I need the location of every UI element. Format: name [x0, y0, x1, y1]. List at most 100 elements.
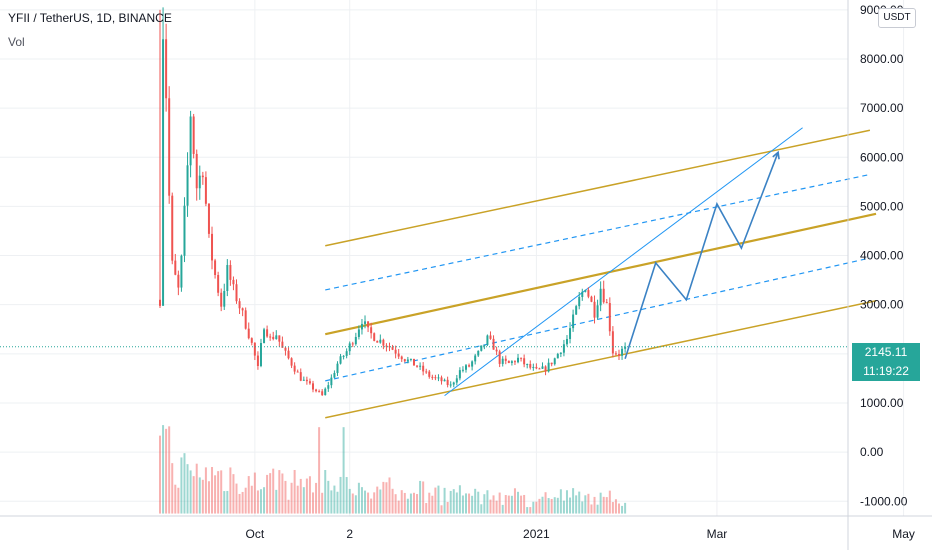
candle-body-24: [232, 279, 235, 285]
drawn-lines: [325, 127, 877, 419]
volume-bar-146: [605, 497, 608, 514]
candle-body-150: [618, 354, 620, 356]
volume-bar-43: [290, 482, 293, 514]
candle-body-152: [624, 346, 627, 349]
candle-body-117: [517, 357, 520, 363]
candle-body-42: [287, 350, 290, 359]
volume-bar-82: [409, 493, 412, 514]
candle-body-94: [446, 379, 449, 385]
volume-bar-84: [416, 494, 419, 514]
volume-bar-102: [471, 495, 474, 514]
volume-bar-76: [391, 488, 394, 514]
volume-bar-128: [550, 498, 553, 514]
candle-body-134: [569, 328, 572, 339]
volume-bar-144: [599, 492, 602, 514]
candle-body-99: [461, 369, 464, 371]
projection-path: [624, 152, 779, 359]
candle-body-53: [321, 391, 324, 396]
volume-bar-50: [312, 492, 314, 514]
candle-body-106: [483, 344, 486, 346]
candle-body-52: [318, 391, 321, 393]
volume-indicator-label[interactable]: Vol: [8, 35, 25, 49]
candle-body-45: [296, 371, 299, 373]
volume-bar-59: [339, 476, 342, 514]
candle-body-5: [174, 260, 177, 275]
volume-bar-100: [465, 493, 467, 514]
candle-body-89: [431, 376, 434, 378]
volume-bar-101: [468, 493, 471, 514]
candle-body-61: [345, 351, 348, 356]
volume-bar-42: [287, 499, 290, 514]
volume-bar-137: [578, 491, 581, 514]
volume-bar-145: [602, 496, 605, 514]
x-tick-label-2: 2021: [523, 527, 550, 541]
candle-body-135: [572, 314, 575, 329]
candle-body-12: [195, 153, 198, 189]
volume-bar-65: [357, 482, 360, 514]
candle-body-33: [259, 343, 262, 367]
volume-bar-45: [296, 485, 299, 514]
volume-bar-68: [367, 492, 370, 514]
volume-bar-113: [504, 495, 507, 514]
volume-bar-73: [382, 481, 385, 514]
volume-bar-93: [443, 487, 446, 514]
volume-bar-48: [305, 478, 308, 514]
candle-body-65: [357, 329, 360, 337]
volume-bar-24: [232, 474, 235, 514]
volume-bar-1: [162, 425, 165, 514]
volume-bar-133: [565, 490, 568, 514]
y-tick-label-6: 3000.00: [860, 298, 904, 312]
candle-body-26: [238, 301, 241, 309]
volume-bar-124: [538, 498, 541, 514]
candle-body-102: [471, 361, 474, 367]
candle-body-142: [593, 301, 596, 318]
volume-bar-8: [183, 453, 186, 514]
currency-button[interactable]: USDT: [878, 8, 916, 28]
volume-bar-70: [373, 492, 376, 514]
candle-body-121: [529, 364, 532, 368]
volume-bar-114: [507, 495, 510, 514]
candle-body-143: [596, 305, 599, 318]
candle-body-15: [204, 177, 207, 204]
volume-bar-27: [241, 491, 244, 514]
volume-bar-19: [217, 471, 220, 514]
volume-bar-140: [587, 493, 590, 514]
candle-body-10: [189, 116, 192, 166]
candle-body-113: [504, 358, 507, 361]
volume-bar-36: [269, 473, 272, 514]
volume-bar-77: [394, 494, 397, 514]
volume-bar-12: [195, 463, 198, 514]
volume-bar-86: [422, 481, 425, 514]
volume-bar-55: [327, 480, 330, 514]
volume-bar-54: [324, 470, 327, 514]
volume-bar-58: [336, 491, 339, 514]
candle-body-75: [388, 346, 391, 348]
candle-body-1: [162, 39, 165, 306]
candle-body-90: [434, 377, 437, 379]
y-tick-label-10: -1000.00: [860, 494, 908, 508]
candles: [159, 7, 627, 397]
volume-bar-139: [584, 495, 587, 514]
candle-body-147: [608, 303, 611, 332]
volume-bar-88: [428, 492, 431, 514]
volume-bar-75: [388, 477, 391, 514]
volume-bar-67: [364, 490, 367, 514]
candle-body-48: [305, 379, 308, 382]
volume-bar-30: [250, 485, 253, 514]
candle-body-110: [495, 349, 498, 352]
volume-bar-109: [492, 495, 495, 514]
candle-body-109: [492, 338, 495, 350]
volume-bar-21: [223, 491, 226, 514]
volume-bar-6: [177, 487, 180, 514]
volume-bar-15: [204, 467, 207, 514]
candle-body-97: [455, 378, 458, 383]
candle-body-38: [275, 335, 278, 340]
volume-bar-26: [238, 493, 241, 514]
volume-bar-57: [333, 485, 336, 514]
symbol-title[interactable]: YFII / TetherUS, 1D, BINANCE: [8, 11, 172, 25]
volume-bar-31: [253, 472, 256, 514]
volume-bar-147: [608, 490, 611, 514]
